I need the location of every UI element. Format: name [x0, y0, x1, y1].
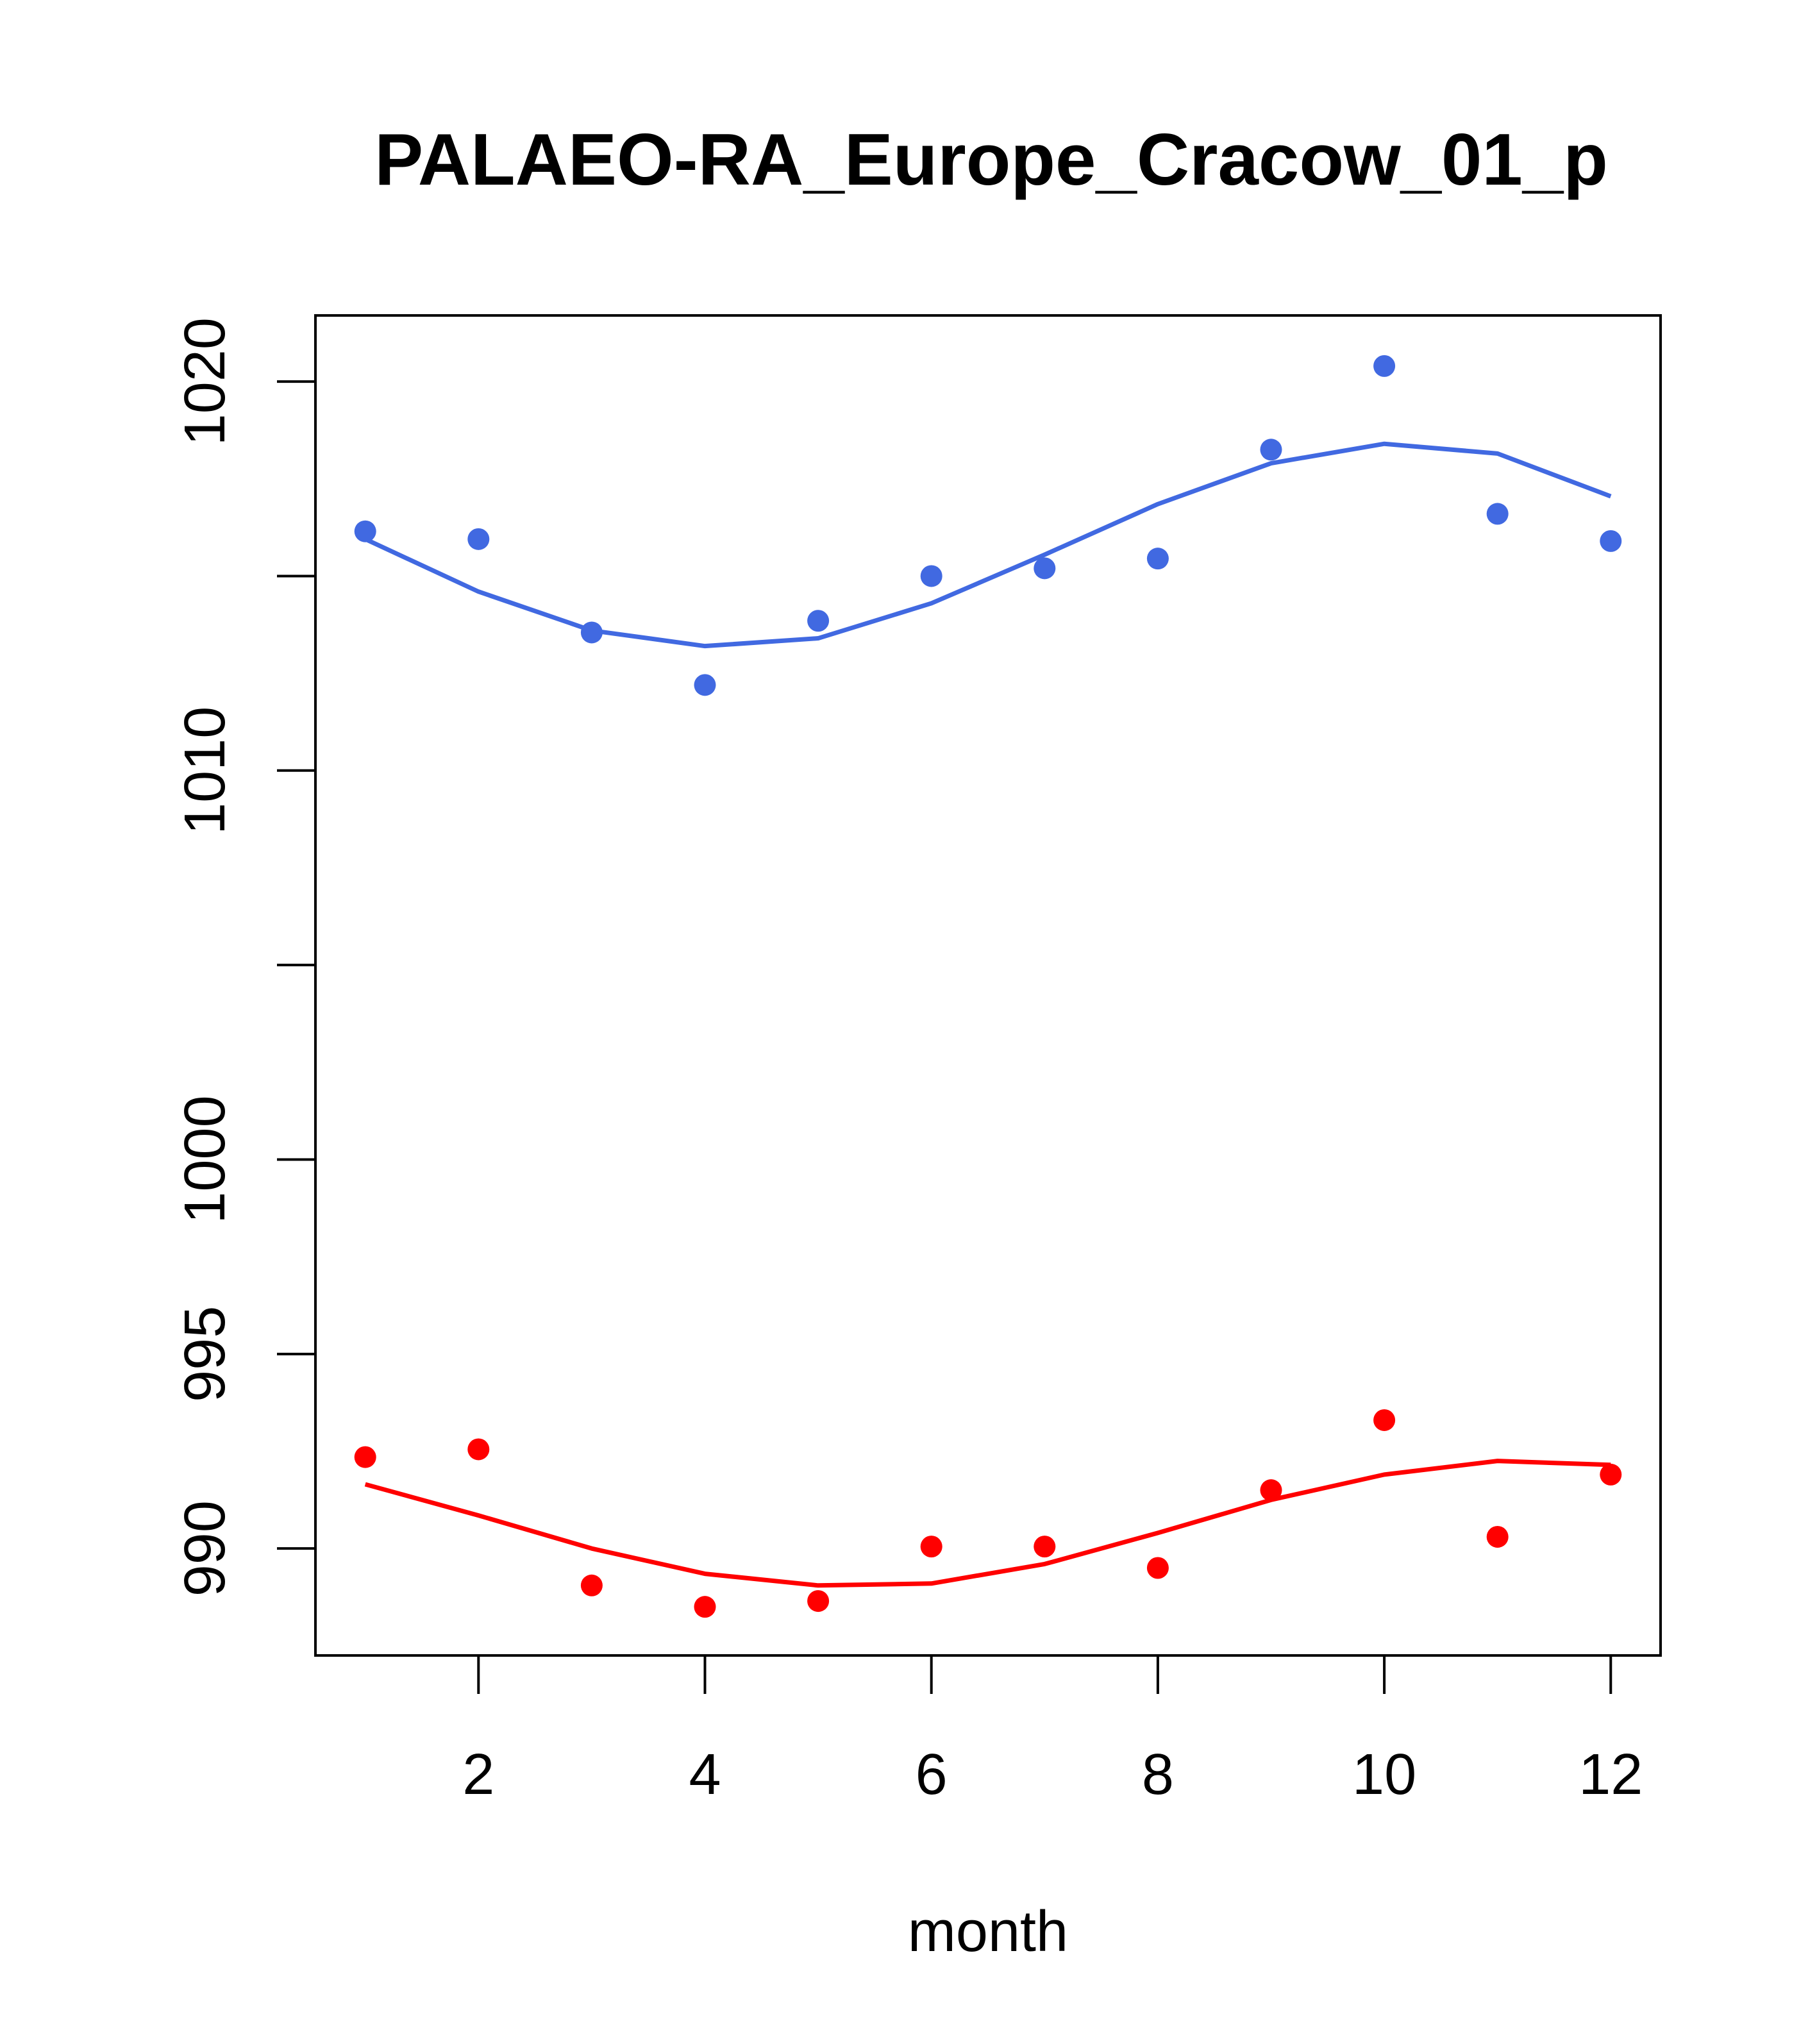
y-tick-label: 1010 [173, 707, 237, 835]
x-tick-label: 4 [689, 1743, 721, 1807]
data-point [694, 1596, 716, 1618]
data-point [580, 1574, 603, 1596]
x-tick-label: 8 [1142, 1743, 1174, 1807]
x-tick-label: 2 [462, 1743, 494, 1807]
data-point [920, 1536, 942, 1558]
data-point [1146, 548, 1169, 570]
data-point [1034, 1536, 1056, 1558]
data-point [1373, 1409, 1396, 1431]
x-axis-title: month [908, 1900, 1068, 1964]
data-point [354, 1446, 376, 1468]
x-tick-label: 12 [1578, 1743, 1643, 1807]
chart-title: PALAEO-RA_Europe_Cracow_01_p [374, 119, 1608, 201]
y-axis: 990 995 1000 1010 1020 [173, 317, 317, 1596]
data-point [580, 621, 603, 644]
data-point [1600, 530, 1622, 552]
data-point [354, 520, 376, 542]
y-tick-label: 1000 [173, 1095, 237, 1223]
x-axis: 2 4 6 8 10 12 [462, 1654, 1643, 1807]
x-tick-label: 10 [1352, 1743, 1416, 1807]
y-tick-label: 1020 [173, 317, 237, 446]
data-point [467, 528, 490, 550]
data-point [807, 610, 830, 632]
data-point [1486, 1525, 1509, 1548]
series-line [364, 441, 1612, 649]
data-point [1146, 1557, 1169, 1579]
data-point [1600, 1463, 1622, 1486]
data-point [807, 1590, 830, 1613]
data-point [1486, 503, 1509, 525]
series-line [364, 1459, 1611, 1588]
data-point [1260, 1479, 1282, 1502]
data-point [1373, 355, 1396, 377]
x-tick-label: 6 [916, 1743, 948, 1807]
plot-frame [314, 314, 1662, 1657]
data-point [694, 674, 716, 696]
data-point [1260, 439, 1282, 461]
y-tick-label: 995 [173, 1306, 237, 1402]
y-tick-label: 990 [173, 1500, 237, 1596]
data-point [467, 1438, 490, 1461]
series-layer [354, 355, 1622, 1618]
data-point [1034, 557, 1056, 580]
data-point [920, 565, 942, 587]
